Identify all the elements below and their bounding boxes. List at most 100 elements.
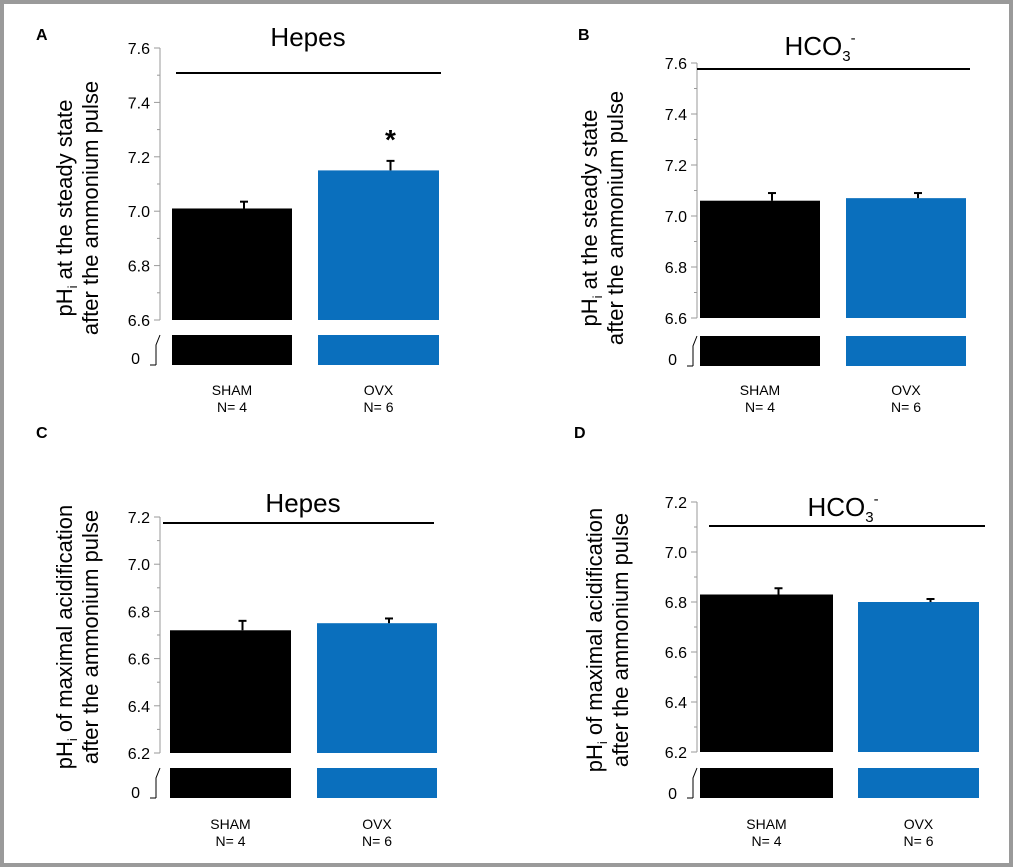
y-tick-label: 6.2: [665, 745, 687, 762]
y-tick-label: 7.0: [128, 204, 150, 221]
y-tick-label: 6.8: [665, 595, 687, 612]
y-tick-label: 6.6: [665, 645, 687, 662]
y-label-subscript: i: [590, 295, 605, 298]
panel-d: D 6.2 6.4 6.6 6.8 7.0 7.2 0 HCO3- pHi of maximal …: [574, 425, 985, 849]
condition-title: HCO3-: [807, 491, 878, 526]
bar-ovx: [858, 602, 979, 752]
condition-title-subscript: 3: [865, 509, 873, 526]
y-tick-label: 7.4: [665, 107, 687, 124]
y-tick-label: 6.6: [665, 311, 687, 328]
condition-title-main: Hepes: [265, 488, 340, 518]
y-tick-label: 7.4: [128, 95, 150, 112]
y-tick-label: 7.2: [128, 150, 150, 167]
bar-base-sham: [170, 768, 291, 798]
axis-break: [687, 335, 698, 367]
bar-sham: [170, 630, 291, 753]
n-label: N= 4: [752, 833, 782, 849]
y-tick-label: 6.6: [128, 652, 150, 669]
bar-ovx: [318, 170, 439, 320]
y-break-label: 0: [668, 786, 677, 803]
bar-base-sham: [700, 336, 820, 366]
x-category-label: OVX: [891, 382, 921, 398]
panel-letter: D: [574, 425, 586, 442]
y-break-label: 0: [131, 785, 140, 802]
bar-base-ovx: [858, 768, 979, 798]
panel-b: B 6.6 6.8 7.0 7.2 7.4 7.6 0 HCO3- pHi at the stea…: [577, 27, 970, 415]
n-label: N= 4: [216, 833, 246, 849]
y-label-ph: pH: [52, 288, 77, 316]
y-axis-label: pHi at the steady stateafter the ammoniu…: [577, 91, 628, 345]
panel-a: A 6.6 6.8 7.0 7.2 7.4 7.6 0 Hepes pHi at the stea…: [36, 22, 441, 415]
y-tick-label: 6.6: [128, 313, 150, 330]
bar-sham: [172, 208, 292, 320]
bar-base-ovx: [318, 335, 439, 365]
y-label-line2: after the ammonium pulse: [78, 81, 103, 335]
bar-base-sham: [172, 335, 292, 365]
y-axis-label: pHi at the steady stateafter the ammoniu…: [52, 81, 103, 335]
y-label-line2: after the ammonium pulse: [78, 510, 103, 764]
panel-letter: C: [36, 425, 48, 442]
bar-sham: [700, 200, 820, 318]
y-break-label: 0: [668, 352, 677, 369]
x-category-label: OVX: [904, 816, 934, 832]
axis-break: [150, 334, 161, 366]
condition-title-subscript: 3: [842, 48, 850, 65]
y-label-subscript: i: [595, 741, 610, 744]
y-tick-label: 6.8: [665, 260, 687, 277]
n-label: N= 6: [362, 833, 392, 849]
x-category-label: SHAM: [746, 816, 786, 832]
y-tick-label: 7.2: [665, 158, 687, 175]
bar-base-ovx: [317, 768, 437, 798]
x-category-label: SHAM: [210, 816, 250, 832]
panel-letter: A: [36, 27, 48, 44]
y-tick-label: 7.6: [128, 41, 150, 58]
condition-title: HCO3-: [784, 30, 855, 65]
n-label: N= 4: [745, 399, 775, 415]
x-category-label: SHAM: [740, 382, 780, 398]
y-tick-label: 7.0: [665, 209, 687, 226]
n-label: N= 6: [904, 833, 934, 849]
significance-marker: *: [385, 124, 396, 155]
panel-letter: B: [578, 27, 590, 44]
n-label: N= 6: [364, 399, 394, 415]
y-label-line1: at the steady state: [52, 100, 77, 286]
y-label-line1: of maximal acidification: [52, 505, 77, 739]
y-tick-label: 6.4: [128, 699, 150, 716]
condition-title-main: HCO: [807, 492, 865, 522]
axis-break: [150, 767, 161, 799]
y-label-line2: after the ammonium pulse: [603, 91, 628, 345]
panel-c: C 6.2 6.4 6.6 6.8 7.0 7.2 0 Hepes pHi of maximal …: [36, 425, 437, 849]
y-label-line2: after the ammonium pulse: [608, 513, 633, 767]
y-tick-label: 6.8: [128, 604, 150, 621]
condition-title-superscript: -: [851, 30, 856, 47]
condition-title: Hepes: [270, 22, 345, 52]
y-axis-label: pHi of maximal acidificationafter the am…: [52, 505, 103, 770]
y-label-subscript: i: [65, 738, 80, 741]
bar-sham: [700, 594, 833, 752]
y-tick-label: 6.8: [128, 259, 150, 276]
x-category-label: OVX: [362, 816, 392, 832]
y-tick-label: 6.4: [665, 695, 687, 712]
y-tick-label: 7.0: [128, 557, 150, 574]
axis-break: [687, 767, 698, 799]
x-category-label: OVX: [364, 382, 394, 398]
bar-base-ovx: [846, 336, 966, 366]
bar-ovx: [846, 198, 966, 318]
y-label-line1: of maximal acidification: [582, 508, 607, 742]
condition-title-main: HCO: [784, 31, 842, 61]
x-category-label: SHAM: [212, 382, 252, 398]
y-label-ph: pH: [582, 744, 607, 772]
y-label-ph: pH: [577, 298, 602, 326]
bar-base-sham: [700, 768, 833, 798]
y-tick-label: 7.2: [665, 495, 687, 512]
y-tick-label: 6.2: [128, 746, 150, 763]
condition-title-main: Hepes: [270, 22, 345, 52]
condition-title-superscript: -: [874, 491, 879, 508]
y-axis-label: pHi of maximal acidificationafter the am…: [582, 508, 633, 773]
y-tick-label: 7.0: [665, 545, 687, 562]
y-label-subscript: i: [65, 285, 80, 288]
n-label: N= 4: [217, 399, 247, 415]
y-break-label: 0: [131, 351, 140, 368]
